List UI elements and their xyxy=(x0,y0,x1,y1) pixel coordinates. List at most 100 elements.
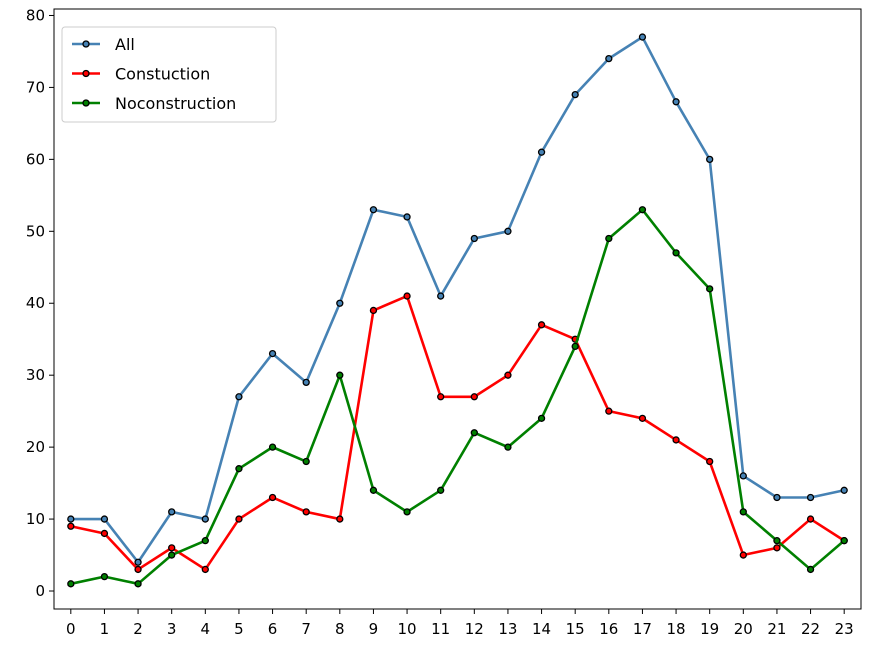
y-tick-label: 70 xyxy=(26,78,45,96)
x-tick-label: 4 xyxy=(201,620,211,638)
data-point-noconstruction xyxy=(739,508,747,516)
legend-label: Constuction xyxy=(115,65,210,84)
data-point-noconstruction xyxy=(605,234,613,243)
data-point-all xyxy=(369,206,378,214)
data-point-noconstruction xyxy=(840,537,848,545)
data-point-all xyxy=(201,515,209,523)
series-line-all xyxy=(70,35,845,564)
data-point-all xyxy=(134,558,142,566)
x-tick-label: 13 xyxy=(498,620,517,638)
data-point-constuction xyxy=(806,515,815,523)
data-point-noconstruction xyxy=(806,565,815,574)
series-line-noconstruction xyxy=(70,208,846,586)
data-point-all xyxy=(302,378,310,387)
data-point-constuction xyxy=(403,292,411,300)
y-tick-label: 80 xyxy=(26,6,45,24)
data-point-noconstruction xyxy=(168,551,176,559)
data-point-constuction xyxy=(201,565,209,574)
data-point-all xyxy=(336,299,344,307)
x-tick-label: 14 xyxy=(532,620,551,638)
x-tick-label: 10 xyxy=(398,620,417,638)
data-point-constuction xyxy=(672,436,680,444)
data-point-all xyxy=(806,493,815,502)
x-tick-label: 5 xyxy=(234,620,244,638)
y-tick-label: 60 xyxy=(26,150,45,168)
x-tick-label: 16 xyxy=(599,620,618,638)
data-point-constuction xyxy=(739,551,747,559)
x-tick-label: 20 xyxy=(734,620,753,638)
data-point-constuction xyxy=(134,565,142,574)
data-point-noconstruction xyxy=(201,537,209,545)
data-point-noconstruction xyxy=(706,285,714,293)
plot-frame xyxy=(53,8,862,610)
y-tick-label: 30 xyxy=(26,366,45,384)
y-tick-label: 20 xyxy=(26,438,45,456)
data-point-all xyxy=(840,486,848,494)
data-point-all xyxy=(67,515,75,523)
data-point-constuction xyxy=(268,493,277,502)
y-tick-label: 0 xyxy=(35,582,45,600)
data-point-noconstruction xyxy=(571,342,579,351)
data-point-noconstruction xyxy=(134,580,142,588)
data-point-all xyxy=(100,515,109,523)
data-point-all xyxy=(739,472,747,480)
data-point-all xyxy=(672,98,680,106)
data-point-all xyxy=(773,493,781,502)
data-point-noconstruction xyxy=(268,443,277,451)
data-point-noconstruction xyxy=(302,457,310,466)
data-point-noconstruction xyxy=(672,249,680,257)
data-point-noconstruction xyxy=(369,486,378,494)
legend-box xyxy=(61,26,277,123)
data-point-constuction xyxy=(302,508,310,516)
data-point-all xyxy=(403,213,411,221)
data-point-all xyxy=(235,393,243,401)
data-point-all xyxy=(537,148,546,156)
y-tick-label: 50 xyxy=(26,222,45,240)
x-tick-label: 21 xyxy=(767,620,786,638)
data-point-all xyxy=(605,54,613,63)
data-point-all xyxy=(638,33,647,41)
data-point-noconstruction xyxy=(504,443,512,451)
data-point-noconstruction xyxy=(403,508,411,516)
data-point-constuction xyxy=(235,515,243,523)
legend-marker xyxy=(82,40,90,48)
series-line-constuction xyxy=(70,294,845,571)
data-point-constuction xyxy=(100,529,109,538)
data-point-constuction xyxy=(336,515,344,523)
data-point-noconstruction xyxy=(100,572,109,581)
data-point-noconstruction xyxy=(336,371,344,379)
data-point-all xyxy=(504,227,512,235)
legend-marker xyxy=(82,99,90,107)
data-point-all xyxy=(470,234,478,243)
x-tick-label: 11 xyxy=(431,620,450,638)
x-tick-label: 2 xyxy=(133,620,143,638)
x-tick-label: 15 xyxy=(566,620,585,638)
x-tick-label: 9 xyxy=(369,620,379,638)
legend-item-constuction: Constuction xyxy=(72,65,210,84)
x-tick-label: 0 xyxy=(66,620,76,638)
legend-marker xyxy=(82,69,90,78)
data-point-constuction xyxy=(369,306,378,315)
data-point-constuction xyxy=(67,522,75,530)
data-point-noconstruction xyxy=(235,465,243,473)
data-point-noconstruction xyxy=(437,486,445,494)
legend-label: All xyxy=(115,35,135,54)
x-axis: 0 1 2 3 4 5 6 7 8 9 10 11 12 13 14 15 16 17 18 19 20 21 22 23 xyxy=(66,609,854,638)
data-point-constuction xyxy=(605,407,613,415)
data-point-all xyxy=(437,292,445,300)
legend: All Constuction Noconstruction xyxy=(61,26,277,123)
data-point-constuction xyxy=(706,457,714,466)
data-point-constuction xyxy=(537,321,546,329)
x-tick-label: 12 xyxy=(465,620,484,638)
x-tick-label: 19 xyxy=(700,620,719,638)
data-point-all xyxy=(571,90,579,99)
y-tick-label: 40 xyxy=(26,294,45,312)
data-point-constuction xyxy=(437,393,445,401)
x-tick-label: 23 xyxy=(835,620,854,638)
series-layer xyxy=(67,33,848,588)
data-point-constuction xyxy=(504,371,512,379)
data-point-all xyxy=(268,349,277,358)
y-tick-label: 10 xyxy=(26,510,45,528)
x-tick-label: 22 xyxy=(801,620,820,638)
